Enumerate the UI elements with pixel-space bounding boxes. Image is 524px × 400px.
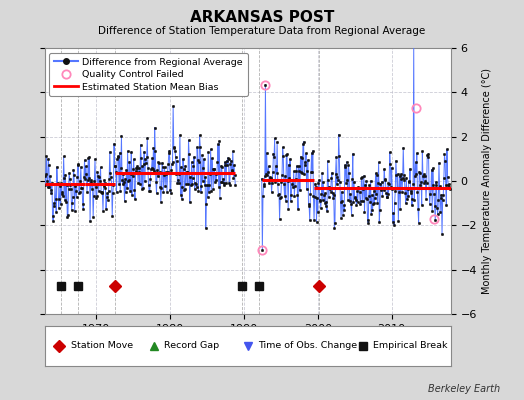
Y-axis label: Monthly Temperature Anomaly Difference (°C): Monthly Temperature Anomaly Difference (… <box>483 68 493 294</box>
Text: Time of Obs. Change: Time of Obs. Change <box>258 342 357 350</box>
Text: Station Move: Station Move <box>71 342 133 350</box>
Text: ARKANSAS POST: ARKANSAS POST <box>190 10 334 25</box>
Text: Difference of Station Temperature Data from Regional Average: Difference of Station Temperature Data f… <box>99 26 425 36</box>
Text: Empirical Break: Empirical Break <box>374 342 448 350</box>
Text: Record Gap: Record Gap <box>165 342 220 350</box>
Text: Berkeley Earth: Berkeley Earth <box>428 384 500 394</box>
Legend: Difference from Regional Average, Quality Control Failed, Estimated Station Mean: Difference from Regional Average, Qualit… <box>49 53 248 96</box>
